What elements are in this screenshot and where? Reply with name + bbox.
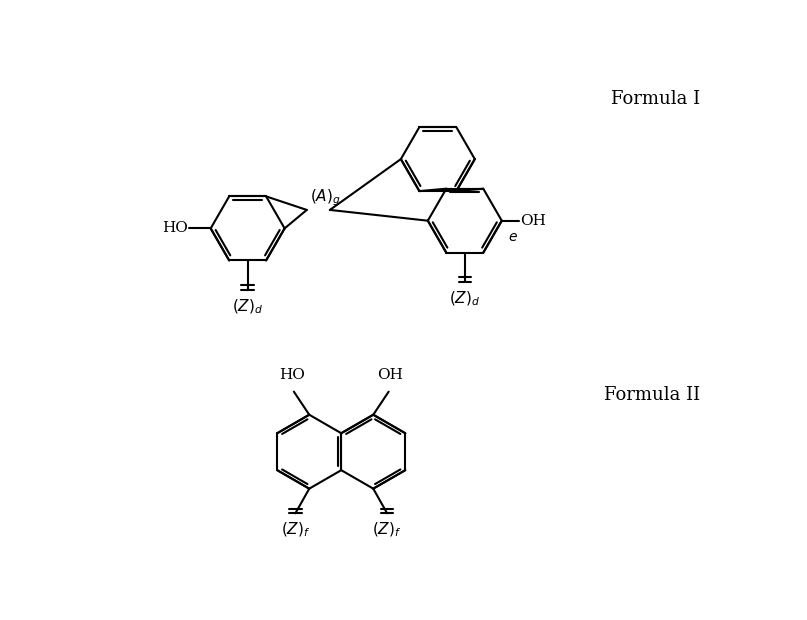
Text: $\mathit{e}$: $\mathit{e}$ [508,230,518,244]
Text: OH: OH [377,368,404,383]
Text: Formula II: Formula II [604,386,700,404]
Text: Formula I: Formula I [611,90,700,108]
Text: HO: HO [161,221,187,236]
Text: $(Z)_f$: $(Z)_f$ [281,521,310,539]
Text: $(A)_g$: $(A)_g$ [310,188,341,208]
Text: HO: HO [279,368,305,383]
Text: OH: OH [521,214,546,228]
Text: $(Z)_d$: $(Z)_d$ [449,290,480,308]
Text: $(Z)_d$: $(Z)_d$ [232,298,263,316]
Text: $(Z)_f$: $(Z)_f$ [372,521,402,539]
